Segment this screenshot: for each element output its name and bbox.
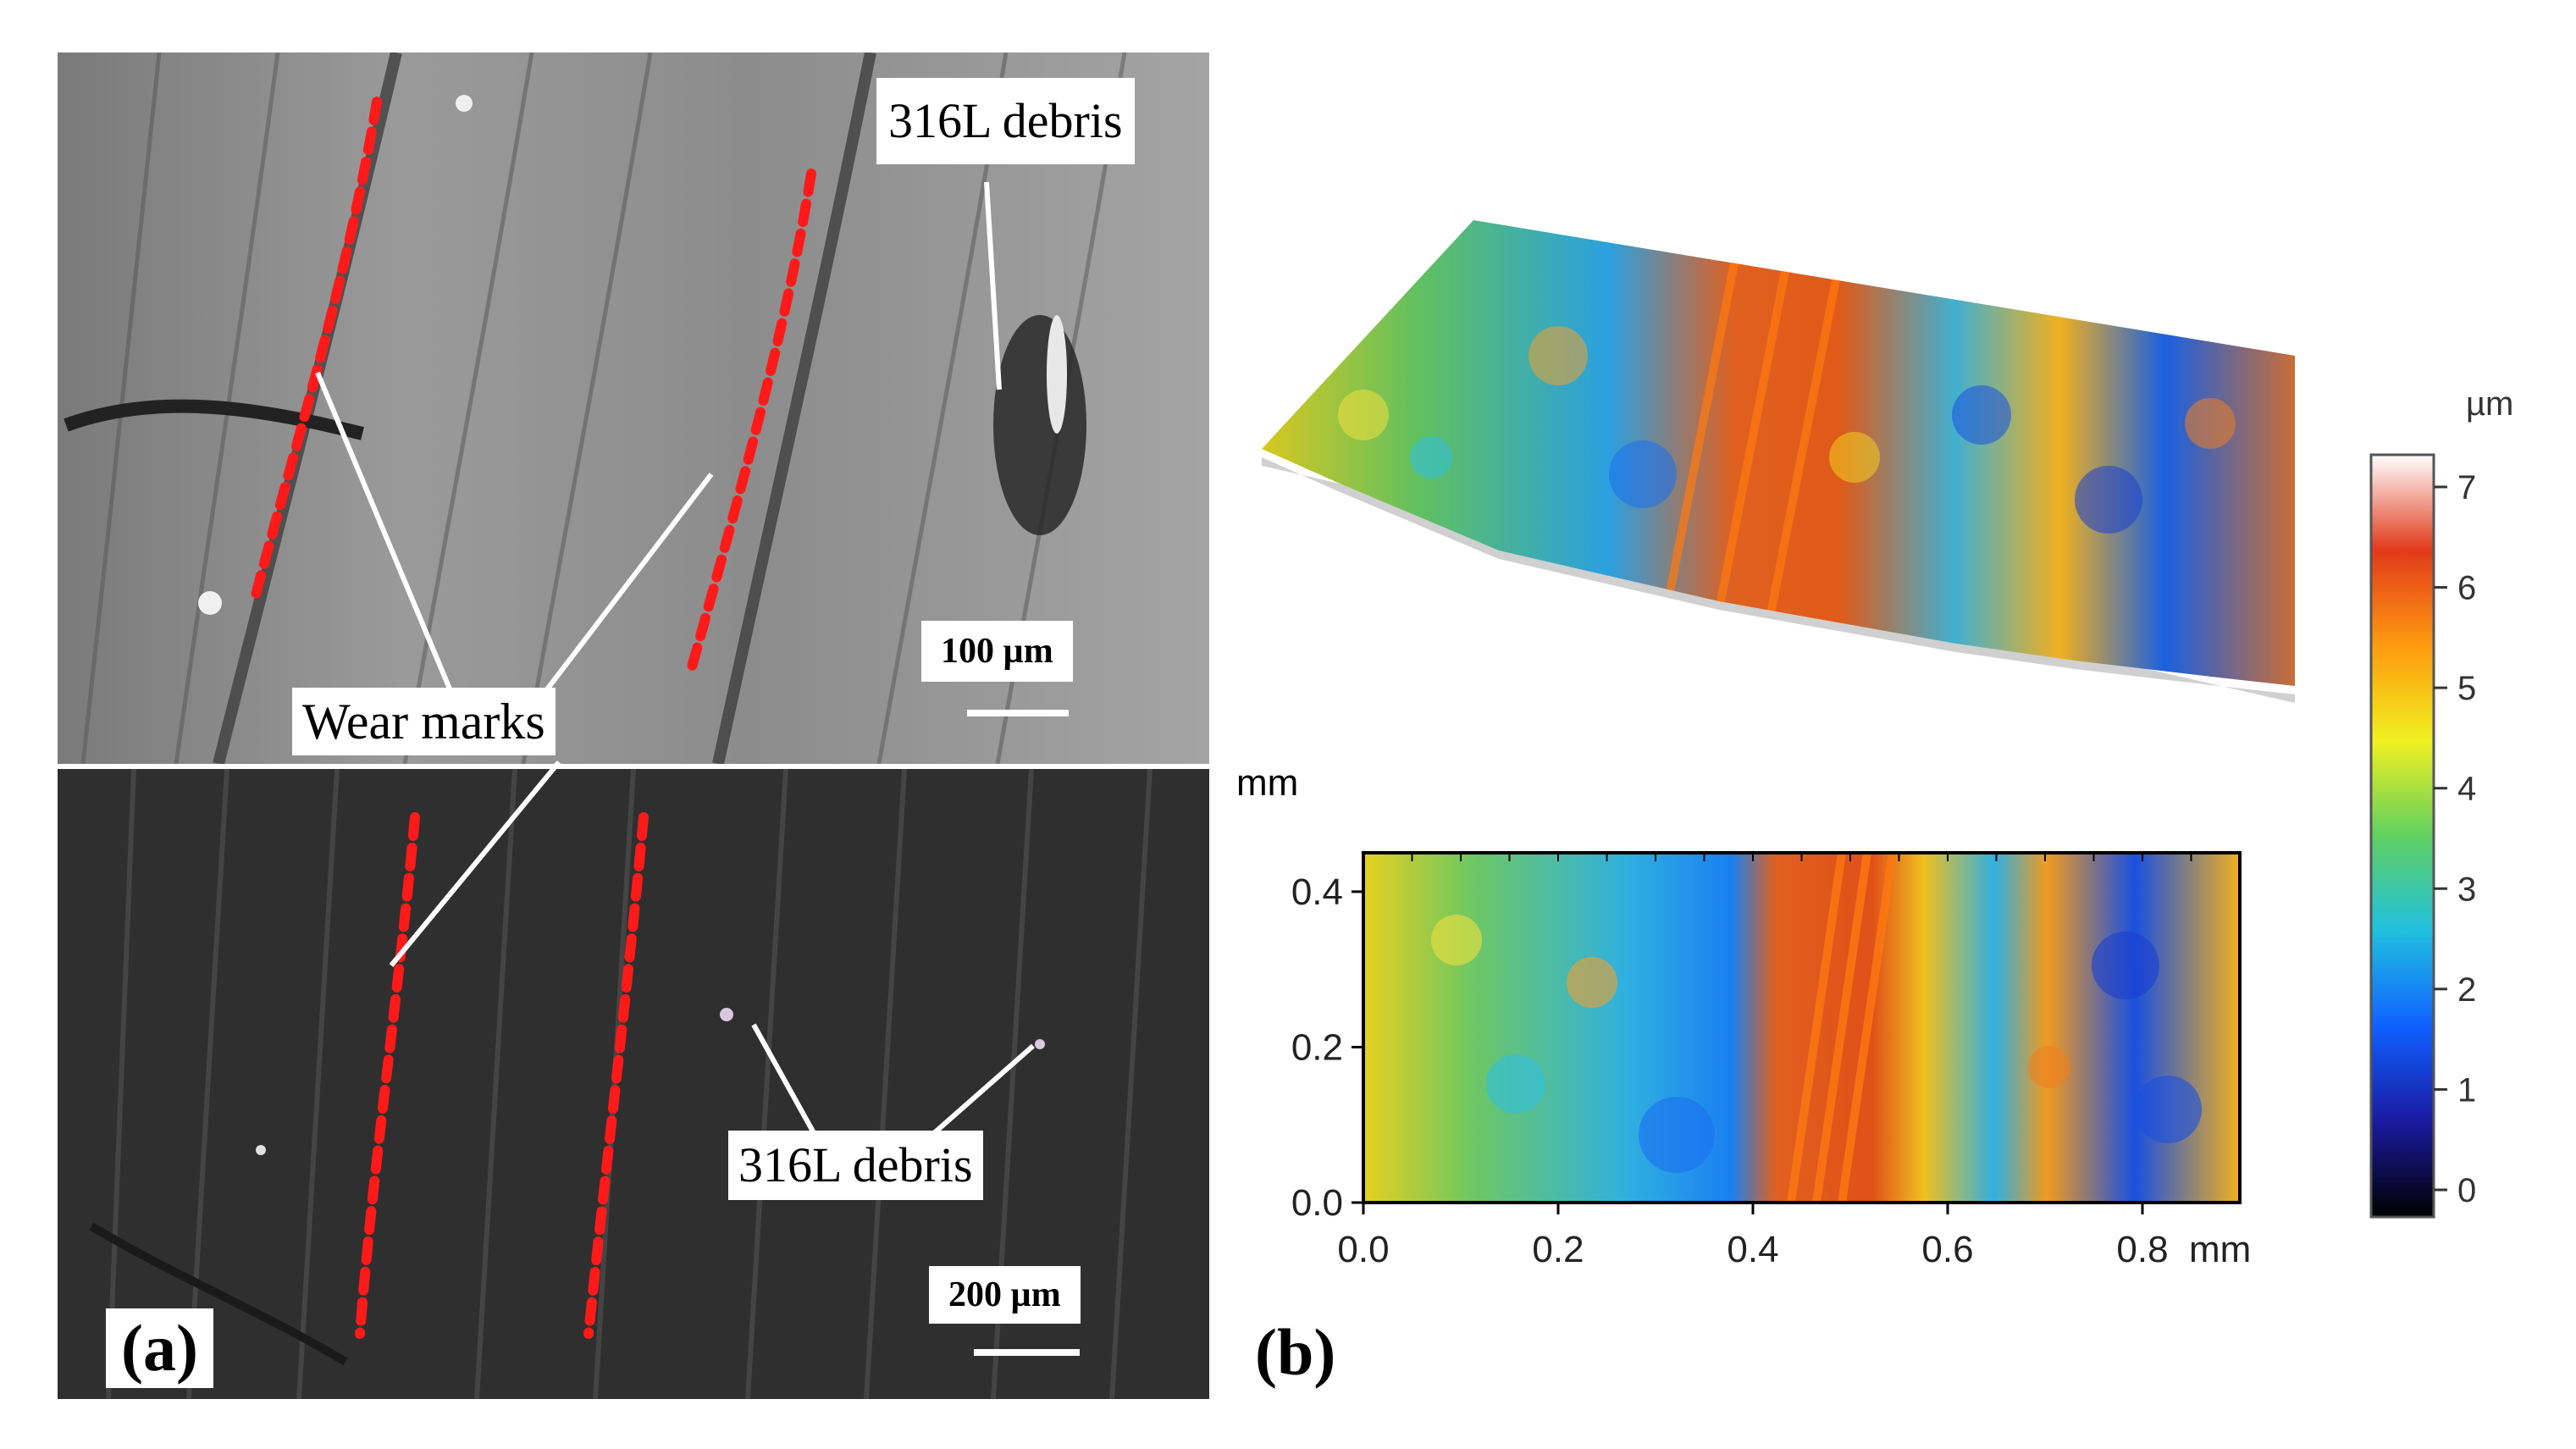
y-tick-label: 0.0 bbox=[1291, 1182, 1343, 1224]
colorbar-tick-label: 0 bbox=[2457, 1172, 2476, 1209]
x-tick-label: 0.4 bbox=[1727, 1229, 1778, 1270]
x-tick-label: 0.6 bbox=[1921, 1229, 1973, 1270]
colorbar: 7 6 5 4 3 2 1 0 bbox=[2369, 453, 2476, 1219]
surface-3d-render bbox=[1262, 220, 2295, 703]
scale-bar-bottom bbox=[974, 1349, 1080, 1356]
debris-label-top: 316L debris bbox=[876, 78, 1135, 164]
height-map-y-unit: mm bbox=[1236, 762, 1299, 804]
scale-label-bottom: 200 µm bbox=[929, 1266, 1081, 1324]
x-tick-label: 0.2 bbox=[1532, 1229, 1584, 1270]
x-tick-label: 0.0 bbox=[1337, 1229, 1389, 1270]
wear-mark-trace bbox=[355, 812, 420, 1339]
y-tick-label: 0.2 bbox=[1291, 1026, 1343, 1068]
scale-label-top: 100 µm bbox=[921, 621, 1073, 682]
leader-line bbox=[926, 1043, 1035, 1142]
wear-mark-trace bbox=[685, 169, 816, 678]
debris-label-bottom: 316L debris bbox=[728, 1131, 983, 1200]
wear-mark-trace bbox=[583, 812, 649, 1339]
wear-mark-trace bbox=[249, 97, 382, 606]
colorbar-unit: µm bbox=[2466, 385, 2514, 423]
leader-line bbox=[984, 181, 1002, 390]
colorbar-tick-label: 7 bbox=[2457, 469, 2476, 506]
colorbar-tick-label: 4 bbox=[2457, 771, 2476, 808]
colorbar-tick-label: 1 bbox=[2457, 1071, 2476, 1109]
colorbar-tick-label: 6 bbox=[2457, 570, 2476, 607]
leader-line bbox=[751, 1023, 820, 1141]
panel-b-letter: (b) bbox=[1245, 1314, 1346, 1391]
colorbar-gradient bbox=[2369, 453, 2435, 1219]
x-tick-label: 0.8 bbox=[2116, 1229, 2168, 1270]
leader-line bbox=[531, 473, 714, 709]
scale-bar-top bbox=[967, 710, 1069, 716]
leader-line bbox=[315, 371, 460, 709]
x-axis-unit: mm bbox=[2189, 1229, 2251, 1270]
panel-a-letter: (a) bbox=[106, 1308, 213, 1388]
height-map-plot: 0.4 0.2 0.0 0.0 0.2 0.4 0.6 0.8 mm bbox=[1291, 851, 2251, 1270]
leader-line bbox=[389, 760, 561, 967]
y-tick-label: 0.4 bbox=[1291, 871, 1343, 913]
colorbar-tick-label: 5 bbox=[2457, 670, 2476, 707]
micrograph-top bbox=[58, 53, 1209, 764]
colorbar-tick-label: 2 bbox=[2457, 971, 2476, 1009]
wear-marks-label: Wear marks bbox=[292, 688, 556, 755]
colorbar-tick-label: 3 bbox=[2457, 871, 2476, 908]
